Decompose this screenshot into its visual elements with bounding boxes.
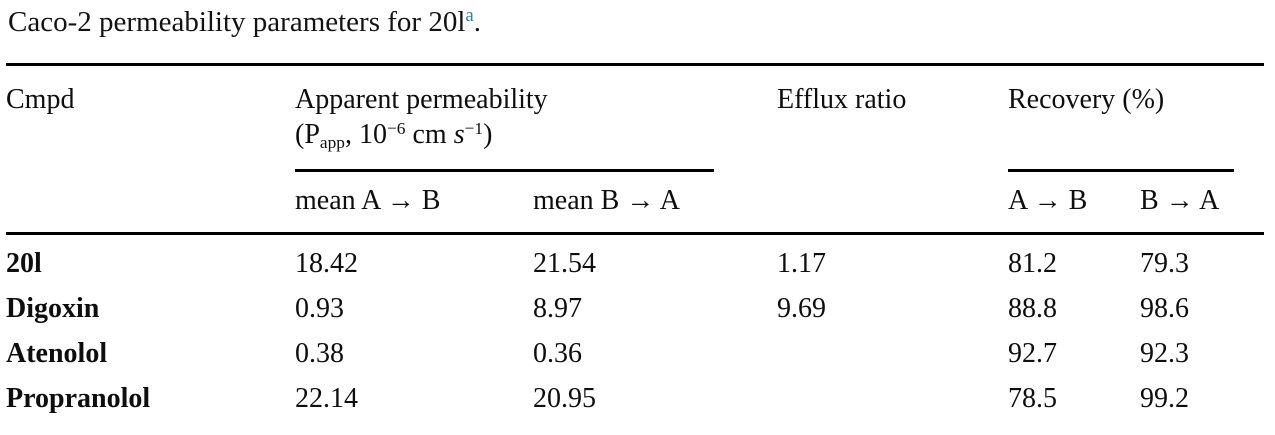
table-row: Atenolol 0.38 0.36 92.7 92.3 [6, 331, 1264, 376]
table-row: Digoxin 0.93 8.97 9.69 88.8 98.6 [6, 286, 1264, 331]
cell-cmpd: Propranolol [6, 383, 151, 414]
apparent-permeability-line1: Apparent permeability [295, 84, 548, 115]
cell-mean-b-to-a: 21.54 [533, 248, 596, 279]
subcol-empty [6, 171, 295, 235]
cell-cmpd: Digoxin [6, 293, 100, 324]
cell-recovery-b-to-a: 99.2 [1140, 383, 1189, 414]
col-header-efflux-ratio: Efflux ratio [777, 84, 907, 115]
subcol-recovery-a-to-b: A → B [1008, 171, 1140, 235]
cell-mean-a-to-b: 0.38 [295, 338, 344, 369]
cell-recovery-b-to-a: 79.3 [1140, 248, 1189, 279]
cell-cmpd: Atenolol [6, 338, 108, 369]
table-row: 20l 18.42 21.54 1.17 81.2 79.3 [6, 234, 1264, 287]
col-header-apparent-permeability: Apparent permeability (Papp, 10−6 cm s−1… [295, 65, 777, 172]
cell-efflux-ratio: 1.17 [777, 248, 826, 279]
cell-mean-a-to-b: 0.93 [295, 293, 344, 324]
subcol-mean-a-to-b: mean A → B [295, 171, 533, 235]
cell-recovery-b-to-a: 98.6 [1140, 293, 1189, 324]
cell-efflux-ratio: 9.69 [777, 293, 826, 324]
cell-mean-b-to-a: 20.95 [533, 383, 596, 414]
table-caption: Caco-2 permeability parameters for 20la. [8, 5, 1275, 43]
caption-text: Caco-2 permeability parameters for 20l [8, 6, 466, 38]
recovery-spanner-rule [1008, 168, 1234, 172]
cell-recovery-a-to-b: 92.7 [1008, 338, 1057, 369]
apparent-permeability-spanner-rule [295, 168, 714, 172]
header-row-subcolumns: mean A → B mean B → A A → B B → A [6, 171, 1265, 235]
table-row: Propranolol 22.14 20.95 78.5 99.2 [6, 376, 1264, 435]
header-row-groups: Cmpd Apparent permeability (Papp, 10−6 c… [6, 65, 1264, 172]
cell-mean-b-to-a: 0.36 [533, 338, 582, 369]
caco2-permeability-table: Cmpd Apparent permeability (Papp, 10−6 c… [6, 63, 1265, 435]
cell-mean-a-to-b: 22.14 [295, 383, 358, 414]
recovery-label: Recovery (%) [1008, 84, 1165, 115]
cell-mean-b-to-a: 8.97 [533, 293, 582, 324]
cell-mean-a-to-b: 18.42 [295, 248, 358, 279]
subcol-recovery-b-to-a: B → A [1140, 171, 1265, 235]
cell-recovery-a-to-b: 78.5 [1008, 383, 1057, 414]
col-header-recovery: Recovery (%) [1008, 65, 1264, 172]
cell-efflux-ratio [777, 331, 1008, 376]
footnote-marker-a[interactable]: a [465, 4, 474, 26]
cell-recovery-b-to-a: 92.3 [1140, 338, 1189, 369]
cell-efflux-ratio [777, 376, 1008, 435]
cell-recovery-a-to-b: 88.8 [1008, 293, 1057, 324]
col-header-cmpd: Cmpd [6, 84, 75, 115]
cell-recovery-a-to-b: 81.2 [1008, 248, 1057, 279]
cell-cmpd: 20l [6, 248, 42, 279]
apparent-permeability-units: (Papp, 10−6 cm s−1) [295, 118, 493, 152]
subcol-mean-b-to-a: mean B → A [533, 171, 777, 235]
caption-period: . [473, 6, 481, 38]
subcol-efflux-empty [777, 171, 1008, 235]
